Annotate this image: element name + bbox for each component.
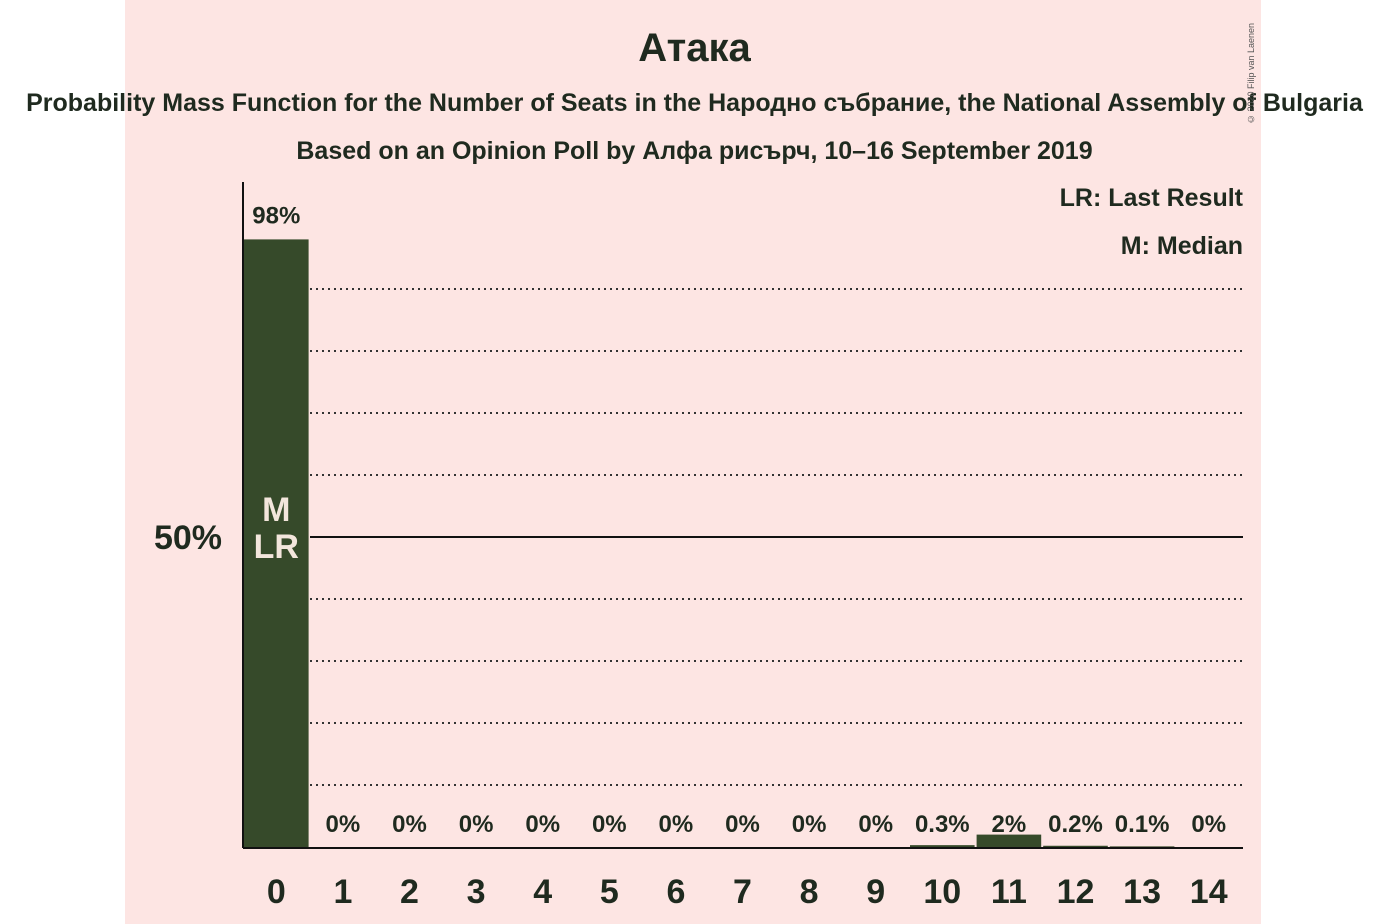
legend-last-result: LR: Last Result — [1059, 184, 1243, 212]
x-tick-label-9: 9 — [866, 873, 885, 911]
last-result-marker: LR — [254, 528, 299, 566]
bar-12 — [1043, 845, 1108, 847]
value-label-12: 0.2% — [1048, 811, 1103, 838]
value-label-7: 0% — [725, 811, 760, 838]
value-label-14: 0% — [1191, 811, 1226, 838]
poll-source: Based on an Opinion Poll by Алфа рисърч,… — [296, 137, 1093, 165]
value-label-4: 0% — [525, 811, 560, 838]
y-tick-label-50: 50% — [154, 519, 222, 557]
value-label-11: 2% — [992, 811, 1027, 838]
x-tick-label-4: 4 — [533, 873, 552, 911]
x-tick-label-11: 11 — [991, 873, 1027, 911]
value-label-13: 0.1% — [1115, 811, 1170, 838]
x-tick-label-0: 0 — [267, 873, 286, 911]
x-tick-label-8: 8 — [800, 873, 819, 911]
value-label-1: 0% — [326, 811, 361, 838]
bar-11 — [976, 834, 1042, 847]
x-tick-label-12: 12 — [1057, 873, 1095, 911]
value-label-0: 98% — [252, 202, 300, 229]
chart-background — [125, 0, 1261, 924]
x-tick-label-14: 14 — [1190, 873, 1228, 911]
value-label-8: 0% — [792, 811, 827, 838]
bar-10 — [910, 845, 975, 847]
x-tick-label-3: 3 — [467, 873, 486, 911]
x-tick-label-5: 5 — [600, 873, 619, 911]
value-label-2: 0% — [392, 811, 427, 838]
x-tick-label-6: 6 — [666, 873, 685, 911]
x-tick-label-1: 1 — [333, 873, 352, 911]
bar-0 — [244, 239, 309, 847]
median-marker: M — [262, 491, 290, 529]
value-label-10: 0.3% — [915, 811, 970, 838]
x-tick-label-2: 2 — [400, 873, 419, 911]
x-tick-label-10: 10 — [923, 873, 961, 911]
bar-13 — [1109, 846, 1175, 847]
x-tick-label-13: 13 — [1123, 873, 1161, 911]
legend-median: M: Median — [1120, 232, 1243, 260]
x-tick-label-7: 7 — [733, 873, 752, 911]
value-label-5: 0% — [592, 811, 627, 838]
chart-title: Атака — [638, 26, 751, 70]
value-label-3: 0% — [459, 811, 494, 838]
chart-subtitle: Probability Mass Function for the Number… — [26, 89, 1363, 117]
value-label-9: 0% — [858, 811, 893, 838]
value-label-6: 0% — [659, 811, 694, 838]
